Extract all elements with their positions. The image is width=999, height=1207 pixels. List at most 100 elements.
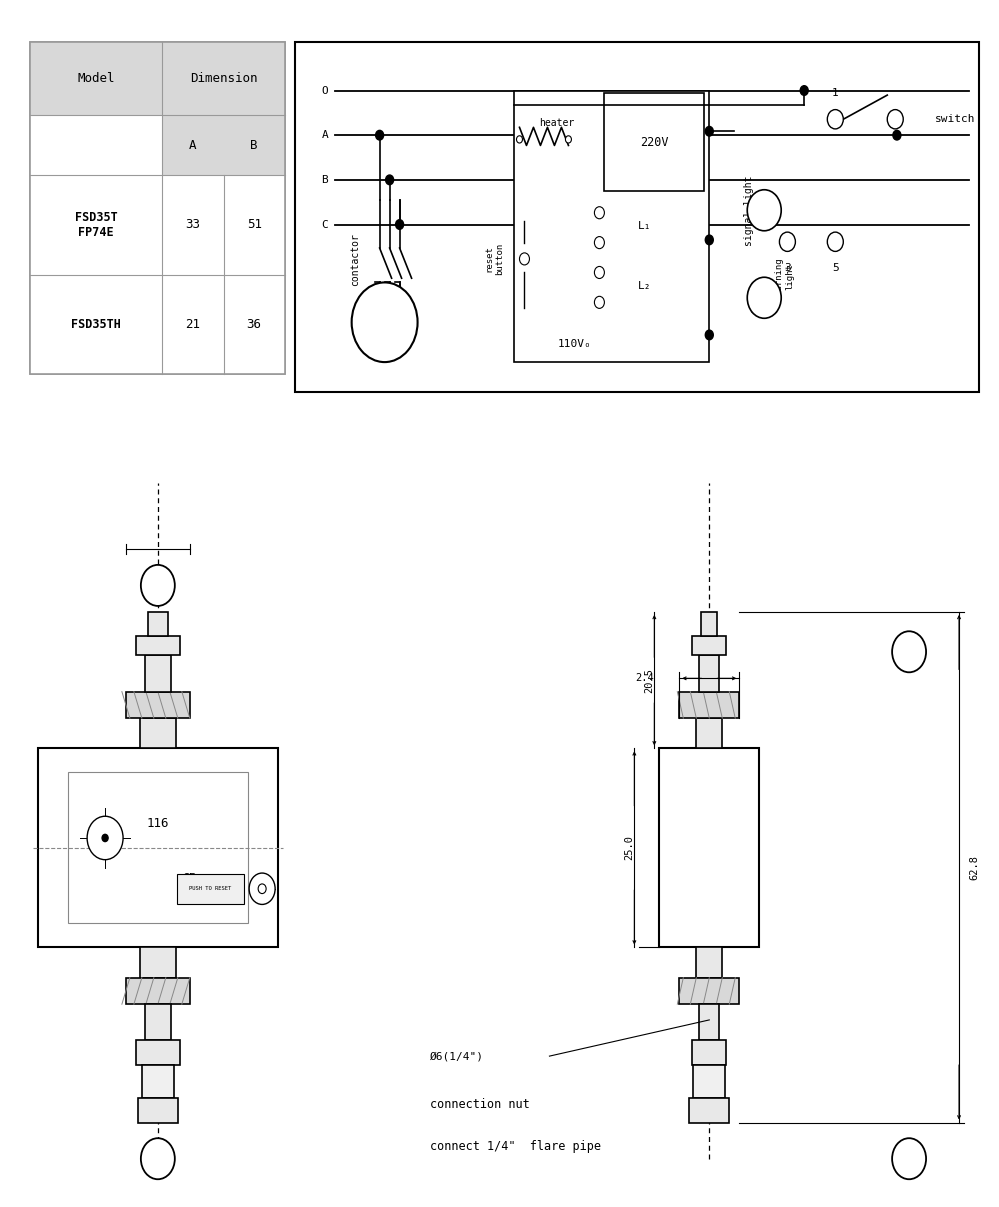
Text: 5: 5 bbox=[832, 263, 839, 273]
Circle shape bbox=[594, 237, 604, 249]
Circle shape bbox=[705, 331, 713, 340]
Circle shape bbox=[141, 565, 175, 606]
Bar bbox=[696, 947, 722, 978]
Text: B: B bbox=[322, 175, 328, 185]
Text: warning
light: warning light bbox=[774, 258, 794, 296]
Text: O: O bbox=[322, 86, 328, 95]
Circle shape bbox=[519, 253, 529, 264]
Circle shape bbox=[594, 296, 604, 308]
Text: B: B bbox=[251, 139, 258, 152]
Text: 1: 1 bbox=[832, 88, 839, 98]
Text: M: M bbox=[381, 315, 389, 330]
Bar bbox=[692, 1040, 726, 1065]
Circle shape bbox=[594, 267, 604, 279]
Text: Model: Model bbox=[78, 72, 115, 86]
Bar bbox=[659, 748, 759, 947]
Bar bbox=[30, 116, 285, 374]
Circle shape bbox=[887, 110, 903, 129]
Bar bbox=[163, 116, 285, 175]
Bar bbox=[514, 91, 709, 362]
Bar bbox=[136, 636, 180, 655]
Circle shape bbox=[396, 220, 404, 229]
Text: A: A bbox=[155, 581, 161, 590]
Circle shape bbox=[827, 232, 843, 251]
Text: L₁: L₁ bbox=[637, 221, 651, 232]
Text: CE: CE bbox=[182, 873, 196, 882]
Text: Dimension: Dimension bbox=[190, 72, 258, 86]
Text: 51: 51 bbox=[247, 218, 262, 232]
Text: A: A bbox=[189, 139, 197, 152]
Circle shape bbox=[892, 1138, 926, 1179]
Bar bbox=[138, 1098, 178, 1123]
Text: C: C bbox=[322, 220, 328, 229]
Bar bbox=[701, 612, 717, 636]
Bar bbox=[145, 1004, 171, 1040]
Circle shape bbox=[893, 130, 901, 140]
Text: signal light: signal light bbox=[744, 175, 754, 245]
Circle shape bbox=[102, 834, 108, 841]
Bar bbox=[148, 612, 168, 636]
Bar bbox=[38, 748, 278, 947]
Circle shape bbox=[249, 873, 275, 904]
Bar bbox=[30, 42, 285, 116]
Circle shape bbox=[779, 232, 795, 251]
Circle shape bbox=[352, 282, 418, 362]
Text: FSD35TH: FSD35TH bbox=[71, 317, 121, 331]
Circle shape bbox=[386, 175, 394, 185]
Text: connect 1/4"  flare pipe: connect 1/4" flare pipe bbox=[430, 1141, 600, 1153]
Circle shape bbox=[87, 816, 123, 859]
Text: 3: 3 bbox=[784, 263, 791, 273]
Text: 36: 36 bbox=[247, 317, 262, 331]
Bar bbox=[30, 42, 285, 374]
Text: A: A bbox=[322, 130, 328, 140]
Circle shape bbox=[827, 110, 843, 129]
Bar bbox=[140, 718, 176, 748]
Bar bbox=[604, 93, 704, 191]
Text: 33: 33 bbox=[186, 218, 201, 232]
Circle shape bbox=[747, 189, 781, 231]
Text: Ⓑ: Ⓑ bbox=[905, 1151, 913, 1166]
Text: contactor: contactor bbox=[350, 233, 360, 286]
Text: connection nut: connection nut bbox=[430, 1098, 529, 1110]
Bar bbox=[177, 874, 244, 904]
Text: 220V: 220V bbox=[640, 135, 668, 148]
Text: 62.8: 62.8 bbox=[969, 855, 979, 880]
Text: L₂: L₂ bbox=[637, 281, 651, 291]
Text: switch: switch bbox=[935, 115, 976, 124]
Circle shape bbox=[565, 135, 571, 144]
Text: 116: 116 bbox=[147, 817, 169, 830]
Circle shape bbox=[705, 235, 713, 245]
Circle shape bbox=[705, 127, 713, 136]
Circle shape bbox=[516, 135, 522, 144]
Bar bbox=[163, 116, 285, 175]
Text: Ⓐ: Ⓐ bbox=[154, 1151, 162, 1166]
Circle shape bbox=[800, 86, 808, 95]
Bar bbox=[692, 636, 726, 655]
Circle shape bbox=[376, 130, 384, 140]
Bar bbox=[142, 1065, 174, 1098]
Text: reset
button: reset button bbox=[485, 243, 504, 275]
Bar bbox=[693, 1065, 725, 1098]
Circle shape bbox=[747, 278, 781, 319]
Bar bbox=[696, 718, 722, 748]
Text: Ø6(1/4"): Ø6(1/4") bbox=[430, 1051, 484, 1061]
Circle shape bbox=[141, 1138, 175, 1179]
Text: 110Vₒ: 110Vₒ bbox=[557, 339, 591, 349]
Text: Ⓑ: Ⓑ bbox=[905, 645, 913, 659]
Bar bbox=[699, 1004, 719, 1040]
Bar bbox=[679, 692, 739, 718]
Bar bbox=[295, 42, 979, 392]
Bar bbox=[140, 947, 176, 978]
Text: 20.5: 20.5 bbox=[644, 669, 654, 693]
Text: PUSH TO RESET: PUSH TO RESET bbox=[190, 886, 232, 891]
Text: 21: 21 bbox=[186, 317, 201, 331]
Bar bbox=[126, 692, 190, 718]
Bar bbox=[699, 655, 719, 692]
Bar bbox=[30, 42, 285, 374]
Bar bbox=[145, 655, 171, 692]
Text: heater: heater bbox=[539, 118, 574, 128]
Circle shape bbox=[258, 884, 266, 893]
Bar bbox=[679, 978, 739, 1004]
Text: 2.4: 2.4 bbox=[635, 674, 654, 683]
Bar bbox=[136, 1040, 180, 1065]
